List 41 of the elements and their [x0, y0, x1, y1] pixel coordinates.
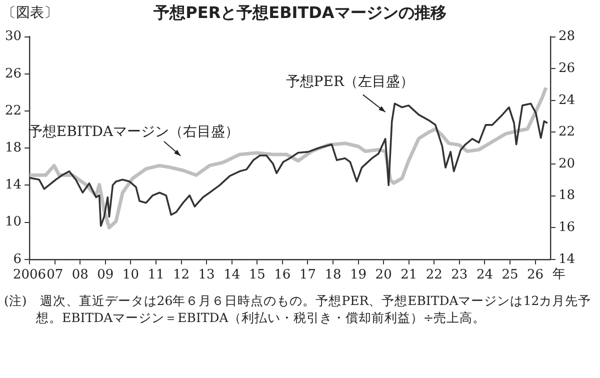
y-tick-label: 30 — [4, 29, 22, 44]
x-tick-label: 24 — [476, 268, 493, 283]
y2-tick-label: 24 — [558, 92, 576, 108]
y-tick-label: 14 — [4, 178, 22, 193]
x-tick-label: 09 — [97, 268, 114, 283]
x-tick-label: 10 — [122, 268, 139, 283]
annotation: 予想PER（左目盛） — [286, 74, 414, 90]
x-tick-label: 13 — [198, 268, 215, 283]
x-tick-label: 16 — [274, 268, 291, 283]
x-tick-label: 08 — [72, 268, 88, 283]
y2-tick-label: 20 — [558, 156, 576, 172]
x-tick-label: 20 — [375, 268, 392, 283]
x-tick-label: 11 — [148, 268, 164, 283]
y-tick-label: 10 — [4, 214, 22, 230]
x-tick-label: 14 — [224, 268, 240, 283]
x-tick-label: 19 — [350, 268, 367, 283]
y2-tick-label: 18 — [558, 188, 576, 204]
x-tick-label: 26 — [527, 268, 544, 283]
x-tick-label: 07 — [46, 268, 64, 283]
y2-tick-label: 14 — [558, 252, 576, 267]
y-tick-label: 26 — [4, 66, 22, 82]
x-tick-label: 21 — [400, 268, 418, 283]
x-tick-label: 15 — [248, 268, 266, 283]
x-tick-label: 23 — [451, 268, 468, 283]
y2-tick-label: 16 — [558, 220, 576, 235]
text: (注) 週次、直近データは26年６月６日時点のもの。予想PER、予想EBITDAマージンは12カ月先予想。EBITDAマージン＝EBITDA（利払い・税引き・償却前利益）÷売上高。 — [4, 292, 592, 326]
x-tick-label: 25 — [502, 268, 518, 283]
x-axis-title: 年 — [552, 267, 566, 282]
y-tick-label: 18 — [4, 140, 22, 156]
chart-title: 予想PERと予想EBITDAマージンの推移 — [154, 3, 446, 22]
y-tick-label: 22 — [4, 103, 22, 118]
x-tick-label: 2006 — [12, 268, 46, 283]
y2-tick-label: 26 — [558, 60, 576, 76]
y2-tick-label: 28 — [558, 29, 576, 44]
y2-tick-label: 22 — [558, 124, 576, 140]
x-tick-label: 18 — [324, 268, 342, 283]
x-tick-label: 12 — [172, 268, 190, 283]
chart-subtitle: 〔図表〕 — [2, 4, 58, 22]
x-tick-label: 22 — [426, 268, 442, 283]
x-tick-label: 17 — [299, 268, 316, 283]
y-tick-label: 6 — [13, 252, 22, 267]
